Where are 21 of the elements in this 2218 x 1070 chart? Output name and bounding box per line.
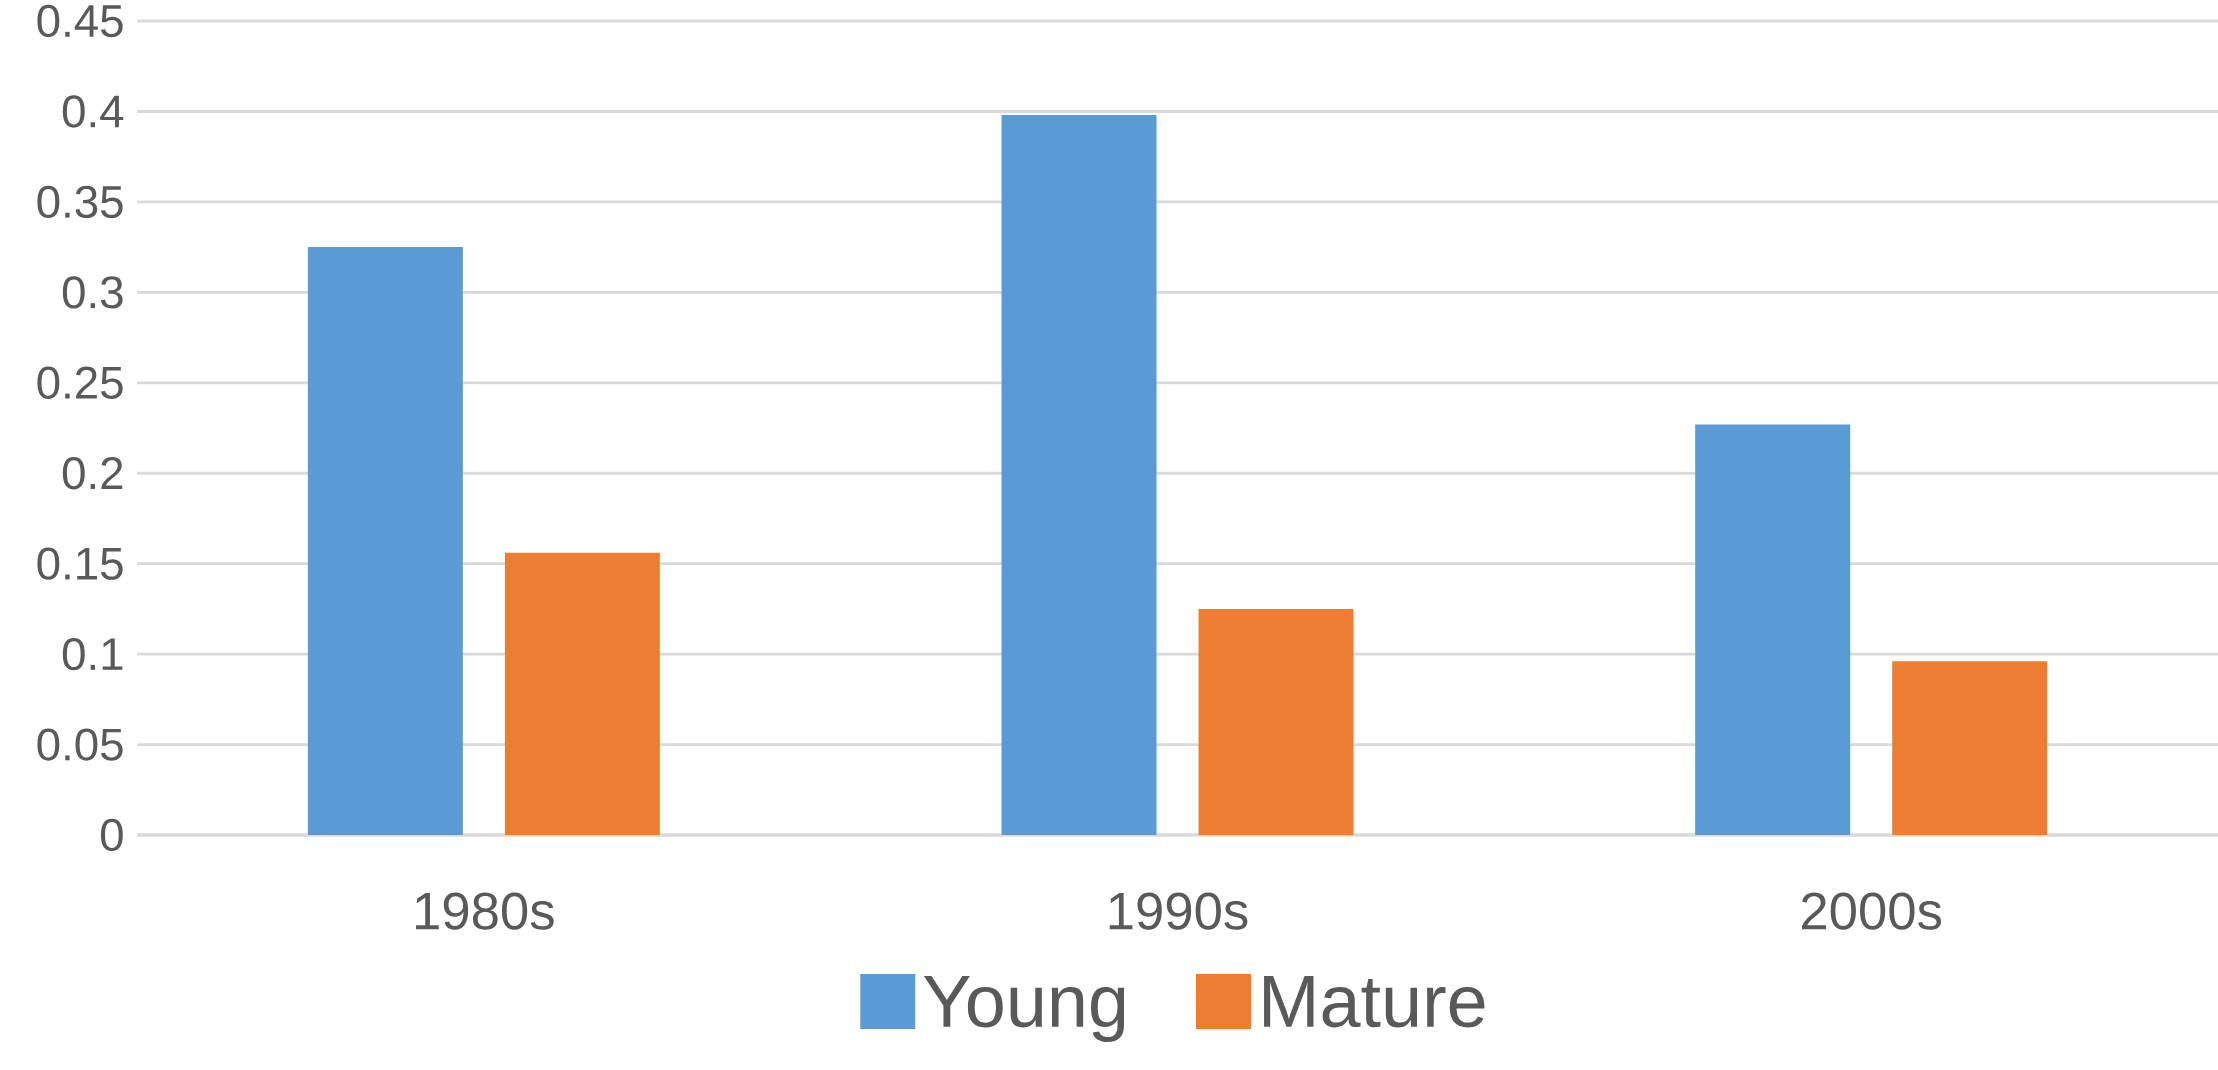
y-tick-label: 0.05 [37, 728, 123, 761]
x-tick-label: 2000s [1802, 892, 1942, 930]
y-tick-label: 0.1 [62, 637, 123, 671]
bar [1198, 608, 1354, 836]
bar [1695, 424, 1851, 836]
x-tick-label: 1980s [416, 892, 554, 930]
y-tick-label: 0.25 [37, 366, 123, 399]
y-tick-label: 0.2 [62, 457, 123, 490]
bar [307, 247, 463, 836]
bar [1892, 661, 2048, 836]
y-tick-label: 0.15 [37, 547, 123, 580]
y-tick-label: 0 [100, 818, 123, 852]
legend-label: Young [923, 975, 1125, 1043]
x-tick-label: 1990s [1109, 892, 1248, 930]
y-tick-label: 0.45 [37, 4, 123, 38]
bar [504, 552, 660, 836]
y-tick-label: 0.35 [37, 185, 123, 219]
y-tick-label: 0.4 [62, 95, 124, 128]
y-tick-label: 0.3 [62, 276, 123, 309]
legend-label: Mature [1264, 975, 1485, 1028]
bar [1001, 115, 1157, 836]
